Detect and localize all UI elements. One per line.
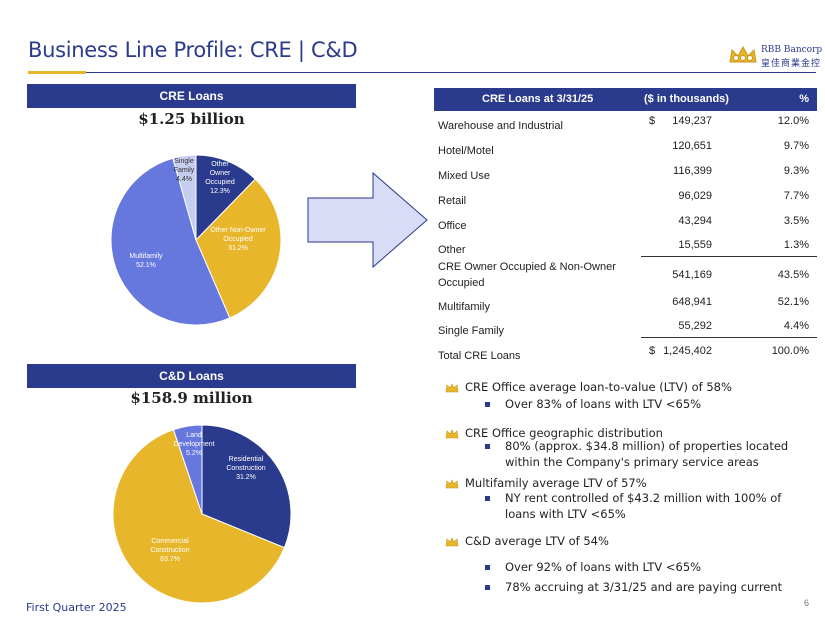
row-amount: 43,294 <box>678 215 712 227</box>
subtotal-rule <box>641 256 817 257</box>
table-header-amount: ($ in thousands) <box>644 93 729 105</box>
row-label: Office <box>438 220 467 232</box>
bullet-text: Multifamily average LTV of 57% <box>465 476 647 490</box>
bullet-text: CRE Office geographic distribution <box>465 426 663 440</box>
row-pct: 3.5% <box>783 215 809 227</box>
row-pct: 9.7% <box>783 140 809 152</box>
pie-slice <box>172 154 197 241</box>
pie-slice <box>201 425 292 549</box>
page-title: Business Line Profile: CRE | C&D <box>28 38 358 62</box>
title-underline-accent <box>28 71 86 74</box>
sub-bullet-text: NY rent controlled of $43.2 million with… <box>505 491 782 505</box>
square-bullet-icon <box>485 402 490 407</box>
slice-label: Single Family 4.4% <box>174 158 195 183</box>
cre-loans-bar: CRE Loans <box>27 84 356 108</box>
cre-pie-chart: Other Owner Occupied 12.3% Other Non-Owner Oc… <box>110 154 282 326</box>
table-header-pct: % <box>799 93 809 105</box>
pie-slice <box>172 425 203 515</box>
slice-label: Land Development 5.2% <box>173 432 214 457</box>
pie-slice <box>195 154 257 242</box>
row-amount: 55,292 <box>678 320 712 332</box>
bullet-text: C&D average LTV of 54% <box>465 534 609 548</box>
square-bullet-icon <box>485 585 490 590</box>
row-pct: 7.7% <box>783 190 809 202</box>
row-label: Total CRE Loans <box>438 350 521 362</box>
table-header-title: CRE Loans at 3/31/25 <box>482 93 594 105</box>
row-amount: 1,245,402 <box>663 345 712 357</box>
row-amount: 120,651 <box>672 140 712 152</box>
row-label: Single Family <box>438 325 505 337</box>
cre-table-header: CRE Loans at 3/31/25 ($ in thousands) % <box>434 88 817 111</box>
cd-pie-chart: Residential Construction 31.2% Commercial Co… <box>112 425 292 604</box>
row-pct: 52.1% <box>777 296 809 308</box>
square-bullet-icon <box>485 565 490 570</box>
row-dollar: $ <box>649 115 656 127</box>
sub-bullet-text: within the Company's primary service are… <box>505 455 759 469</box>
bullet-text: CRE Office average loan-to-value (LTV) o… <box>465 380 732 394</box>
pie-slice <box>195 178 282 319</box>
company-logo: RBB Bancorp 皇佳商業金控 <box>728 44 822 68</box>
slice-label: Other Owner Occupied 12.3% <box>205 161 235 195</box>
slice-label: Residential Construction 31.2% <box>226 456 265 481</box>
square-bullet-icon <box>485 444 490 449</box>
crown-bullet-icon <box>445 429 459 439</box>
pie-slice <box>112 429 286 604</box>
row-amount: 96,029 <box>678 190 712 202</box>
crown-bullet-icon <box>445 537 459 547</box>
crown-logo-icon <box>729 45 757 63</box>
cd-amount: $158.9 million <box>130 389 253 407</box>
row-label-cont: Occupied <box>438 277 485 289</box>
logo-english: RBB Bancorp <box>761 45 823 55</box>
slice-label: Commercial Construction 63.7% <box>150 538 189 563</box>
row-pct: 100.0% <box>771 345 809 357</box>
row-amount: 116,399 <box>673 165 712 177</box>
row-amount: 648,941 <box>672 296 712 308</box>
pie-slice <box>110 157 231 326</box>
square-bullet-icon <box>485 496 490 501</box>
row-label: CRE Owner Occupied & Non-Owner <box>438 261 616 273</box>
crown-bullet-icon <box>445 479 459 489</box>
page-number: 6 <box>803 598 809 608</box>
cd-loans-bar: C&D Loans <box>27 364 356 388</box>
footer-quarter: First Quarter 2025 <box>26 601 127 614</box>
row-dollar: $ <box>649 345 656 357</box>
row-label: Mixed Use <box>438 170 490 182</box>
logo-chinese: 皇佳商業金控 <box>761 58 822 68</box>
right-arrow-icon <box>307 171 428 269</box>
row-pct: 9.3% <box>783 165 809 177</box>
sub-bullet-text: loans with LTV <65% <box>505 507 626 521</box>
sub-bullet-text: Over 83% of loans with LTV <65% <box>505 397 702 411</box>
sub-bullet-text: 80% (approx. $34.8 million) of propertie… <box>505 439 789 453</box>
slice-label: Multifamily 52.1% <box>129 253 163 269</box>
row-amount: 15,559 <box>678 239 712 251</box>
row-pct: 4.4% <box>783 320 809 332</box>
crown-bullet-icon <box>445 383 459 393</box>
total-rule <box>641 337 817 338</box>
row-pct: 12.0% <box>777 115 809 127</box>
cre-amount: $1.25 billion <box>138 110 245 128</box>
row-label: Multifamily <box>438 301 490 313</box>
sub-bullet-text: Over 92% of loans with LTV <65% <box>505 560 702 574</box>
row-label: Hotel/Motel <box>438 145 494 157</box>
row-amount: 149,237 <box>672 115 712 127</box>
row-pct: 1.3% <box>783 239 809 251</box>
row-label: Retail <box>438 195 467 207</box>
sub-bullet-text: 78% accruing at 3/31/25 and are paying c… <box>505 580 783 594</box>
row-pct: 43.5% <box>777 269 809 281</box>
row-label: Other <box>438 244 466 256</box>
row-label: Warehouse and Industrial <box>438 120 563 132</box>
title-underline <box>86 72 816 73</box>
slice-label: Other Non-Owner Occupied 31.2% <box>210 227 266 252</box>
row-amount: 541,169 <box>672 269 712 281</box>
